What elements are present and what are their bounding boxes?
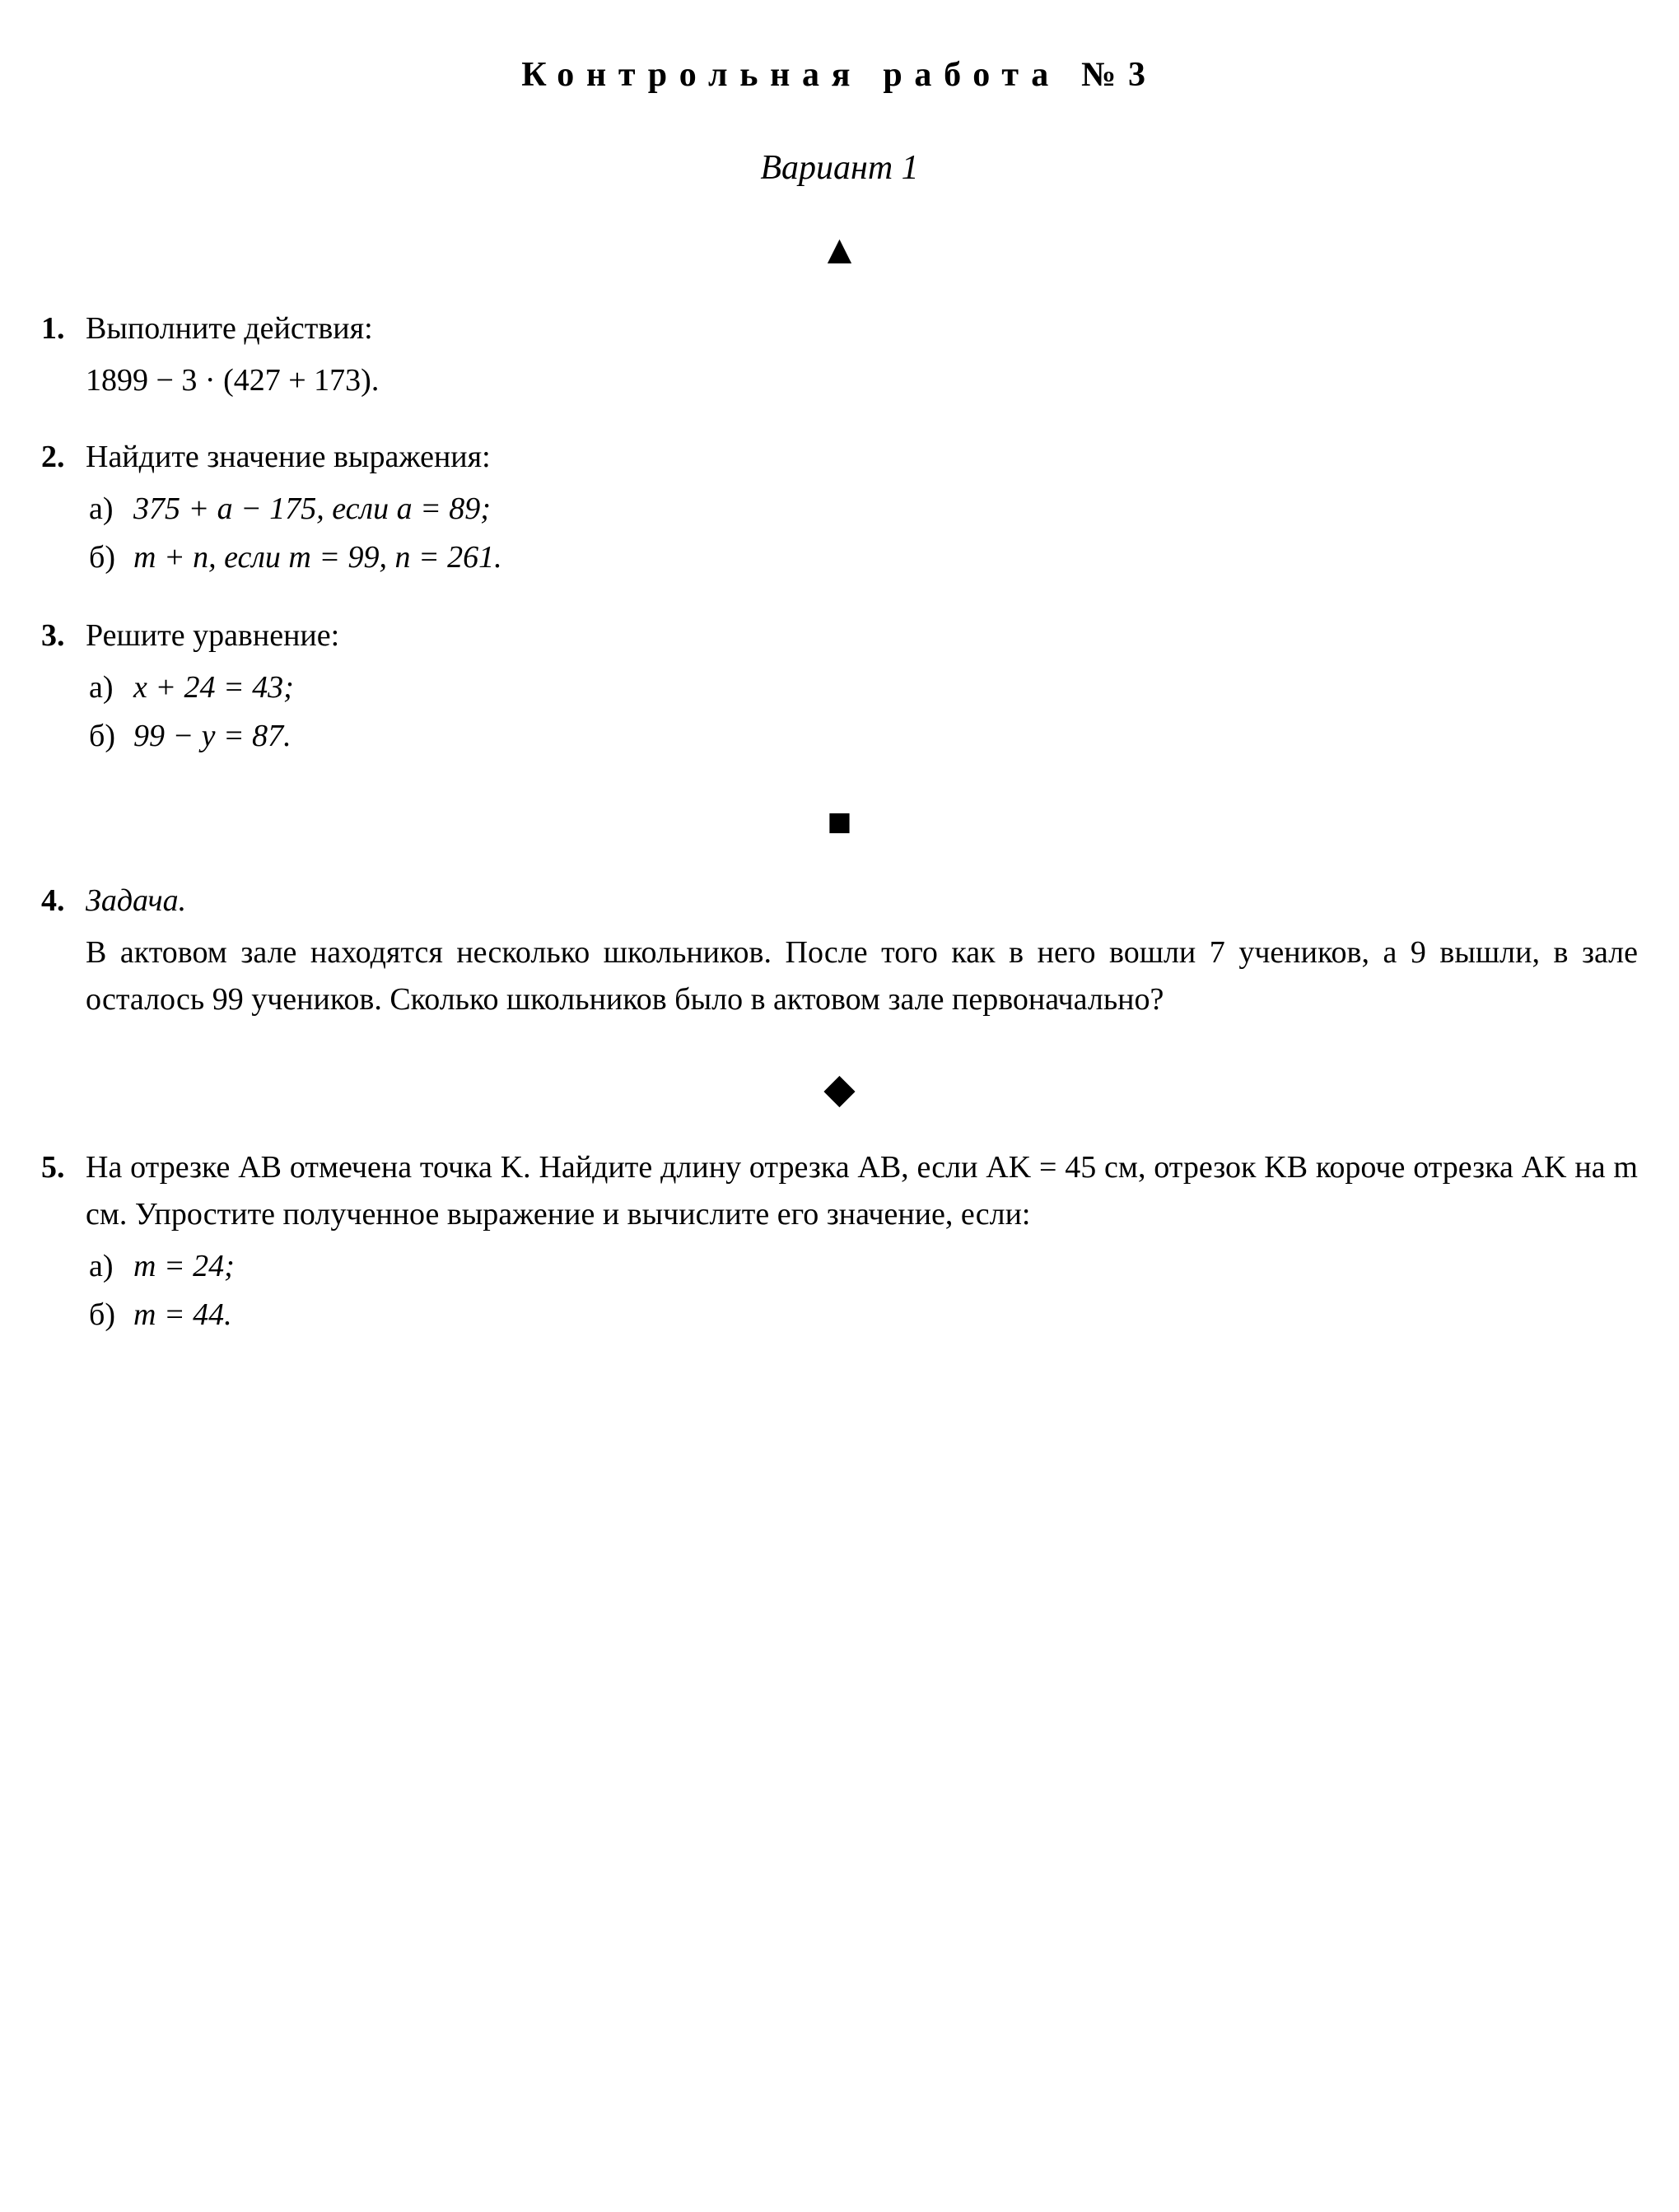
subitem-label: б) bbox=[86, 1292, 133, 1339]
problem-text: В актовом зале находятся несколько школь… bbox=[86, 929, 1638, 1023]
subitem-label: а) bbox=[86, 486, 133, 533]
subitem-label: а) bbox=[86, 1243, 133, 1290]
problem-body: Решите уравнение: а) x + 24 = 43; б) 99 … bbox=[86, 612, 1638, 761]
subitems: а) x + 24 = 43; б) 99 − y = 87. bbox=[86, 664, 1638, 760]
problem-intro: Выполните действия: bbox=[86, 305, 1638, 352]
variant-label: Вариант 1 bbox=[41, 142, 1638, 194]
subitem-text: x + 24 = 43; bbox=[133, 664, 294, 711]
problem-expression: 1899 − 3 · (427 + 173). bbox=[86, 357, 1638, 404]
difficulty-square-icon: ■ bbox=[41, 791, 1638, 853]
problem-body: Найдите значение выражения: а) 375 + a −… bbox=[86, 434, 1638, 583]
subitem-a: а) x + 24 = 43; bbox=[86, 664, 1638, 711]
subitem-a: а) m = 24; bbox=[86, 1243, 1638, 1290]
subitem-label: б) bbox=[86, 534, 133, 581]
difficulty-triangle-icon: ▲ bbox=[41, 219, 1638, 281]
problem-body: Выполните действия: 1899 − 3 · (427 + 17… bbox=[86, 305, 1638, 404]
problem-number: 1. bbox=[41, 305, 86, 352]
problem-1: 1. Выполните действия: 1899 − 3 · (427 +… bbox=[41, 305, 1638, 404]
subitem-text: 99 − y = 87. bbox=[133, 713, 291, 760]
page-title: Контрольная работа №3 bbox=[41, 49, 1638, 101]
subitems: а) m = 24; б) m = 44. bbox=[86, 1243, 1638, 1339]
subitem-text: 375 + a − 175, если a = 89; bbox=[133, 486, 491, 533]
problem-text: На отрезке AB отмечена точка K. Найдите … bbox=[86, 1144, 1638, 1238]
subitem-b: б) m = 44. bbox=[86, 1292, 1638, 1339]
problem-2: 2. Найдите значение выражения: а) 375 + … bbox=[41, 434, 1638, 583]
subitem-text: m = 44. bbox=[133, 1292, 232, 1339]
problem-intro: Решите уравнение: bbox=[86, 612, 1638, 659]
subitem-b: б) 99 − y = 87. bbox=[86, 713, 1638, 760]
subitem-label: а) bbox=[86, 664, 133, 711]
problem-lead: Задача. bbox=[86, 878, 1638, 924]
problem-4: 4. Задача. В актовом зале находятся неск… bbox=[41, 878, 1638, 1028]
subitems: а) 375 + a − 175, если a = 89; б) m + n,… bbox=[86, 486, 1638, 581]
problem-number: 5. bbox=[41, 1144, 86, 1191]
subitem-text: m = 24; bbox=[133, 1243, 235, 1290]
difficulty-diamond-icon: ◆ bbox=[41, 1058, 1638, 1120]
problem-5: 5. На отрезке AB отмечена точка K. Найди… bbox=[41, 1144, 1638, 1340]
problem-intro: Найдите значение выражения: bbox=[86, 434, 1638, 481]
subitem-a: а) 375 + a − 175, если a = 89; bbox=[86, 486, 1638, 533]
subitem-text: m + n, если m = 99, n = 261. bbox=[133, 534, 502, 581]
subitem-label: б) bbox=[86, 713, 133, 760]
problem-body: Задача. В актовом зале находятся несколь… bbox=[86, 878, 1638, 1028]
problem-number: 2. bbox=[41, 434, 86, 481]
problem-number: 4. bbox=[41, 878, 86, 924]
problem-number: 3. bbox=[41, 612, 86, 659]
subitem-b: б) m + n, если m = 99, n = 261. bbox=[86, 534, 1638, 581]
problem-3: 3. Решите уравнение: а) x + 24 = 43; б) … bbox=[41, 612, 1638, 761]
problem-body: На отрезке AB отмечена точка K. Найдите … bbox=[86, 1144, 1638, 1340]
